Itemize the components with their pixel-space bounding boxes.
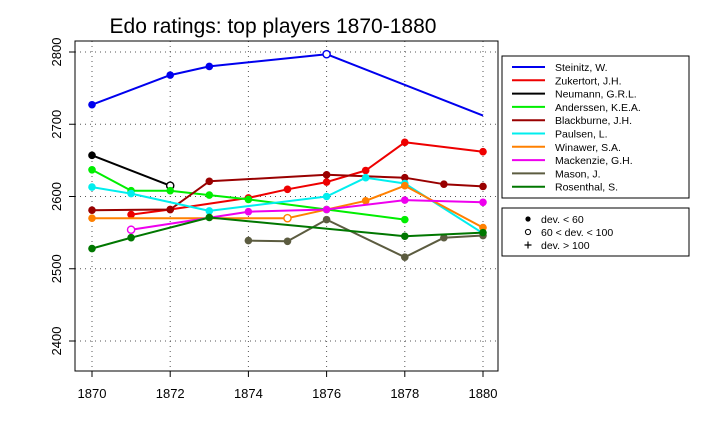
y-tick-label-3: 2700 xyxy=(49,110,64,139)
y-tick-label-2: 2600 xyxy=(49,182,64,211)
marker-symbol-1 xyxy=(524,228,532,236)
data-point-1-4 xyxy=(322,178,331,186)
legend-label-3: Anderssen, K.E.A. xyxy=(555,102,641,114)
legend-label-1: Zukertort, J.H. xyxy=(555,75,622,87)
data-point-3-0 xyxy=(88,165,96,174)
data-point-1-6 xyxy=(401,138,409,147)
axes: 1870 1872 1874 1876 1878 1880 2400 2500 2600 2700… xyxy=(49,38,497,401)
data-point-4-0 xyxy=(88,206,96,215)
data-point-7-1 xyxy=(244,207,253,216)
series-line-1 xyxy=(130,141,484,216)
marker-legend-box xyxy=(501,207,690,257)
data-point-1-0 xyxy=(127,210,135,219)
data-point-7-2 xyxy=(322,205,331,214)
data-point-3-3 xyxy=(205,191,214,199)
marker-label-0: dev. < 60 xyxy=(541,214,584,226)
series-2 xyxy=(88,151,175,190)
marker-symbol-2 xyxy=(524,241,532,249)
legend-label-5: Paulsen, L. xyxy=(555,129,608,141)
x-tick-label-4: 1878 xyxy=(390,386,419,401)
legend-label-0: Steinitz, W. xyxy=(555,62,608,74)
data-point-7-0 xyxy=(126,225,136,235)
legend-label-9: Rosenthal, S. xyxy=(555,182,618,194)
data-point-8-2 xyxy=(322,215,331,224)
legend-label-7: Mackenzie, G.H. xyxy=(555,155,633,167)
data-point-4-5 xyxy=(440,180,448,189)
data-point-0-1 xyxy=(166,71,174,79)
series-line-8 xyxy=(248,218,484,259)
plot-frame xyxy=(74,40,499,372)
data-point-8-4 xyxy=(440,233,448,242)
data-point-3-2 xyxy=(166,186,174,195)
data-point-6-1 xyxy=(283,213,292,223)
data-point-6-3 xyxy=(401,181,409,190)
data-point-4-6 xyxy=(479,182,487,191)
data-point-5-0 xyxy=(88,183,96,191)
data-point-4-1 xyxy=(166,205,174,214)
data-point-9-4 xyxy=(479,228,487,237)
y-tick-label-4: 2800 xyxy=(49,38,64,67)
data-point-8-1 xyxy=(283,237,292,246)
x-tick-label-3: 1876 xyxy=(312,386,341,401)
data-point-6-2 xyxy=(361,197,370,205)
data-point-1-3 xyxy=(283,185,292,194)
data-point-8-3 xyxy=(401,253,409,261)
series-legend: Steinitz, W.Zukertort, J.H. Neumann, G.R.… xyxy=(501,55,690,199)
marker-symbol-0 xyxy=(525,216,531,222)
series-0 xyxy=(88,49,484,117)
data-point-1-5 xyxy=(361,166,370,175)
series-4 xyxy=(88,171,487,215)
data-point-8-0 xyxy=(244,236,253,245)
data-point-5-1 xyxy=(127,189,135,198)
data-point-3-4 xyxy=(244,195,253,204)
x-tick-label-2: 1874 xyxy=(234,386,263,401)
data-point-4-2 xyxy=(205,177,214,186)
legend-label-4: Blackburne, J.H. xyxy=(555,115,632,127)
data-point-5-2 xyxy=(205,207,214,215)
x-tick-label-0: 1870 xyxy=(78,386,107,401)
legend-label-6: Winawer, S.A. xyxy=(555,142,621,154)
series-9 xyxy=(88,213,487,253)
data-point-4-3 xyxy=(322,171,331,179)
data-point-9-0 xyxy=(88,244,96,253)
grid xyxy=(75,41,498,371)
data-point-2-0 xyxy=(88,151,96,160)
data-point-4-4 xyxy=(401,173,409,182)
data-point-3-6 xyxy=(401,215,409,224)
data-point-9-3 xyxy=(401,232,409,241)
data-point-6-0 xyxy=(88,214,96,222)
series-line-0 xyxy=(91,53,484,117)
legend-label-2: Neumann, G.R.L. xyxy=(555,89,637,101)
data-point-0-0 xyxy=(88,100,96,109)
data-point-1-7 xyxy=(479,147,487,156)
marker-label-2: dev. > 100 xyxy=(541,240,590,252)
data-point-5-4 xyxy=(361,173,370,182)
data-point-7-3 xyxy=(401,196,409,204)
data-point-5-3 xyxy=(322,192,331,201)
series-8 xyxy=(244,215,487,261)
chart-title: Edo ratings: top players 1870-1880 xyxy=(110,15,437,38)
y-tick-label-1: 2500 xyxy=(49,254,64,283)
data-point-0-2 xyxy=(205,62,214,71)
data-point-9-1 xyxy=(127,233,135,242)
data-point-0-3 xyxy=(322,49,331,59)
series-lines xyxy=(88,49,487,261)
series-line-2 xyxy=(91,154,171,187)
x-tick-label-5: 1880 xyxy=(469,386,498,401)
data-point-9-2 xyxy=(205,213,214,222)
x-tick-label-1: 1872 xyxy=(156,386,185,401)
data-point-7-4 xyxy=(479,198,487,207)
legend-label-8: Mason, J. xyxy=(555,168,601,180)
y-tick-label-0: 2400 xyxy=(49,327,64,356)
marker-label-1: 60 < dev. < 100 xyxy=(541,227,613,239)
